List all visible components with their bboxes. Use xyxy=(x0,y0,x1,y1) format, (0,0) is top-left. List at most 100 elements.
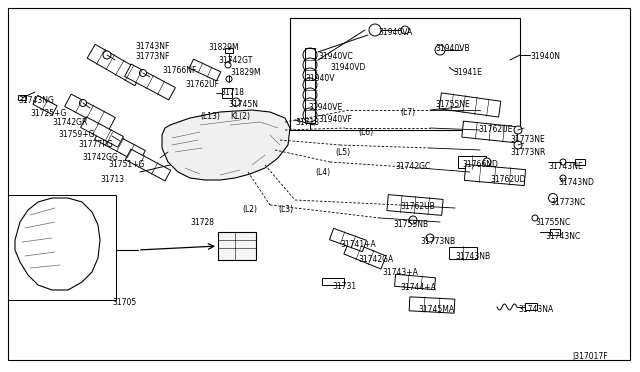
Polygon shape xyxy=(33,96,57,115)
Polygon shape xyxy=(449,247,477,259)
Text: 31773NC: 31773NC xyxy=(550,198,585,207)
Text: 31940VF: 31940VF xyxy=(318,115,352,124)
Text: 31773NE: 31773NE xyxy=(510,135,545,144)
Circle shape xyxy=(532,215,538,221)
Text: 31940VE: 31940VE xyxy=(308,103,342,112)
Circle shape xyxy=(355,241,362,247)
Text: 31759+G: 31759+G xyxy=(58,130,95,139)
Circle shape xyxy=(560,159,566,165)
Polygon shape xyxy=(409,297,455,313)
Text: 31766NF: 31766NF xyxy=(162,66,196,75)
Text: 31829M: 31829M xyxy=(208,43,239,52)
Circle shape xyxy=(79,99,86,106)
Text: 31718: 31718 xyxy=(295,118,319,127)
Text: 31777PG: 31777PG xyxy=(78,140,113,149)
Circle shape xyxy=(303,98,317,112)
Bar xyxy=(525,303,537,310)
Polygon shape xyxy=(65,94,115,130)
Text: 31725+G: 31725+G xyxy=(30,109,67,118)
Bar xyxy=(18,95,26,100)
Text: 31755NC: 31755NC xyxy=(535,218,570,227)
Text: 31766ND: 31766ND xyxy=(462,160,498,169)
Text: 31940VC: 31940VC xyxy=(318,52,353,61)
Polygon shape xyxy=(462,121,518,143)
Text: 31718: 31718 xyxy=(220,88,244,97)
Text: 31713: 31713 xyxy=(100,175,124,184)
Polygon shape xyxy=(125,149,171,181)
Polygon shape xyxy=(87,44,143,86)
Circle shape xyxy=(103,51,111,59)
Text: KL(2): KL(2) xyxy=(230,112,250,121)
Polygon shape xyxy=(465,164,525,186)
Polygon shape xyxy=(439,93,501,117)
Polygon shape xyxy=(344,241,386,269)
Text: (L6): (L6) xyxy=(358,128,373,137)
Text: 31743ND: 31743ND xyxy=(558,178,594,187)
Bar xyxy=(8,195,116,300)
Bar xyxy=(322,278,344,285)
Circle shape xyxy=(232,98,240,106)
Text: 31731: 31731 xyxy=(332,282,356,291)
Text: (L3): (L3) xyxy=(278,205,293,214)
Polygon shape xyxy=(81,117,124,147)
Circle shape xyxy=(140,70,147,77)
Bar xyxy=(305,48,315,123)
Text: 31773NR: 31773NR xyxy=(510,148,545,157)
Text: 31742GC: 31742GC xyxy=(395,162,430,171)
Circle shape xyxy=(369,24,381,36)
Circle shape xyxy=(514,141,522,149)
Circle shape xyxy=(409,216,417,224)
Text: (L2): (L2) xyxy=(242,205,257,214)
Text: 31940VA: 31940VA xyxy=(378,28,412,37)
Text: 31745MA: 31745MA xyxy=(418,305,454,314)
Text: 31742GG: 31742GG xyxy=(82,153,118,162)
Text: (L13): (L13) xyxy=(200,112,220,121)
Polygon shape xyxy=(387,195,443,215)
Circle shape xyxy=(483,158,491,166)
Polygon shape xyxy=(125,64,175,100)
Bar xyxy=(575,159,585,165)
Text: 31755NB: 31755NB xyxy=(393,220,428,229)
Text: 31743NE: 31743NE xyxy=(548,162,583,171)
Text: 31829M: 31829M xyxy=(230,68,260,77)
Text: 31773NF: 31773NF xyxy=(135,52,170,61)
Text: 31755NE: 31755NE xyxy=(435,100,470,109)
Circle shape xyxy=(226,76,232,82)
Circle shape xyxy=(560,175,566,181)
Text: 31741+A: 31741+A xyxy=(340,240,376,249)
Text: 31940N: 31940N xyxy=(530,52,560,61)
Text: 31742GA: 31742GA xyxy=(358,255,393,264)
Circle shape xyxy=(303,48,317,62)
Text: 31762UB: 31762UB xyxy=(400,202,435,211)
Text: 31751+G: 31751+G xyxy=(108,160,145,169)
Polygon shape xyxy=(162,110,290,180)
Polygon shape xyxy=(95,127,145,163)
Text: 31728: 31728 xyxy=(190,218,214,227)
Text: 31743+A: 31743+A xyxy=(382,268,418,277)
Text: 31745N: 31745N xyxy=(228,100,258,109)
Bar xyxy=(550,229,560,235)
Circle shape xyxy=(303,68,317,82)
Text: 31744+A: 31744+A xyxy=(400,283,436,292)
Text: 31940VD: 31940VD xyxy=(330,63,365,72)
Circle shape xyxy=(303,88,317,102)
Polygon shape xyxy=(394,274,435,290)
Bar xyxy=(222,88,232,98)
Text: 31743NC: 31743NC xyxy=(545,232,580,241)
Bar xyxy=(290,18,520,130)
Text: 31940V: 31940V xyxy=(305,74,335,83)
Circle shape xyxy=(514,126,522,134)
Text: 31762UD: 31762UD xyxy=(490,175,525,184)
Polygon shape xyxy=(189,59,221,81)
Text: 31940VB: 31940VB xyxy=(435,44,470,53)
Text: 31773NB: 31773NB xyxy=(420,237,455,246)
Circle shape xyxy=(303,58,317,72)
Text: 31742GR: 31742GR xyxy=(52,118,88,127)
Circle shape xyxy=(303,108,317,122)
Text: (L5): (L5) xyxy=(335,148,350,157)
Text: 31743NF: 31743NF xyxy=(135,42,170,51)
Text: 31742GT: 31742GT xyxy=(218,56,252,65)
Text: 31762UE: 31762UE xyxy=(478,125,513,134)
Circle shape xyxy=(225,62,231,68)
Circle shape xyxy=(401,26,409,34)
